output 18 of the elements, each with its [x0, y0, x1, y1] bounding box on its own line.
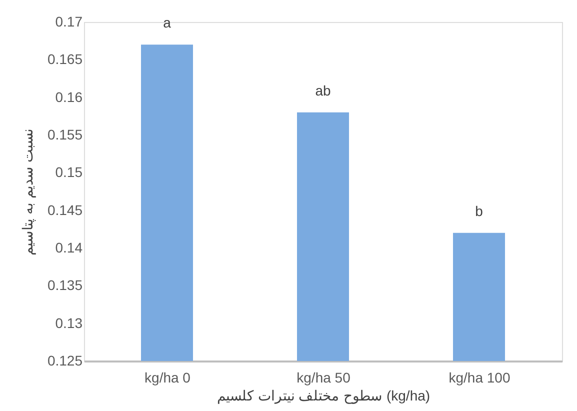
- x-tick-label: kg/ha 0: [144, 370, 191, 386]
- y-tick-label: 0.165: [47, 51, 83, 68]
- y-tick-label: 0.13: [55, 314, 83, 331]
- y-tick-label: 0.15: [55, 164, 83, 180]
- annotation: ab: [315, 82, 331, 98]
- annotation: b: [475, 202, 484, 219]
- y-tick-label: 0.16: [55, 88, 83, 105]
- y-tick-label: 0.14: [55, 240, 83, 256]
- x-tick-label: kg/ha 50: [296, 370, 351, 386]
- y-tick-label: 0.145: [47, 202, 83, 218]
- y-tick-label: 0.17: [55, 14, 83, 30]
- y-axis-title: نسبت سدیم به پتاسیم: [19, 128, 36, 256]
- y-tick-label: 0.155: [47, 126, 83, 142]
- x-axis-title: سطوح مختلف نیترات کلسیم (kg/ha): [216, 388, 430, 404]
- y-tick-label: 0.125: [47, 352, 83, 368]
- annotation: a: [163, 14, 172, 31]
- y-tick-label: 0.135: [47, 277, 83, 294]
- x-tick-label: kg/ha 100: [448, 370, 510, 386]
